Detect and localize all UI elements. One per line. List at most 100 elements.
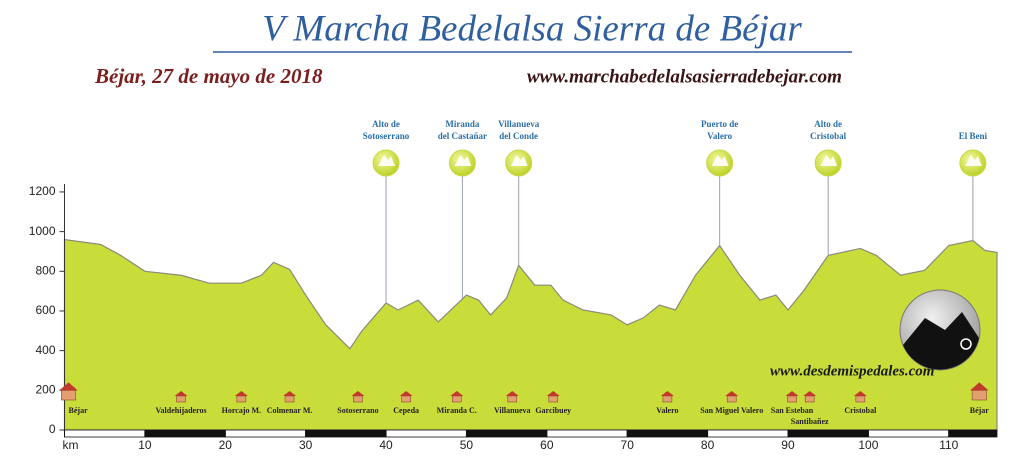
town-icon xyxy=(725,391,739,403)
x-tick-label: 30 xyxy=(299,438,313,452)
town-label: Santibañez xyxy=(791,417,829,426)
town-label: Béjar xyxy=(970,406,990,415)
town-icon xyxy=(546,391,560,403)
x-axis-band xyxy=(64,429,146,438)
town-icon xyxy=(351,391,365,403)
peak-icon-mountain xyxy=(820,155,838,166)
town-label: Valdehijaderos xyxy=(156,406,207,415)
town-icon-wall xyxy=(353,395,363,403)
x-axis-band xyxy=(707,429,789,438)
x-tick-label: 60 xyxy=(540,438,554,452)
peak-icon-mountain xyxy=(378,155,396,166)
town-icon-roof xyxy=(234,391,248,396)
town-icon-wall xyxy=(662,395,673,403)
town-label: Miranda C. xyxy=(437,406,477,415)
y-tick-label: 600 xyxy=(35,303,55,317)
y-tick-label: 200 xyxy=(35,382,55,396)
peak-icon-mountain xyxy=(964,155,982,166)
subtitle: Béjar, 27 de mayo de 2018 xyxy=(94,64,323,88)
x-axis-band xyxy=(948,429,998,438)
y-tick-label: 0 xyxy=(49,422,56,436)
town-icon-roof xyxy=(970,382,989,391)
town-icon-roof xyxy=(450,391,464,396)
peak-label: Valero xyxy=(707,131,733,141)
town-icon-wall xyxy=(507,395,518,403)
peak-icon-mountain xyxy=(510,155,528,166)
credit: www.desdemispedales.com xyxy=(770,363,934,379)
town-label: Cepeda xyxy=(393,406,419,415)
y-tick-label: 800 xyxy=(35,263,55,277)
town-icon-wall xyxy=(855,395,866,403)
peak-label: Puerto de xyxy=(701,119,738,129)
town-icon-wall xyxy=(61,390,77,401)
elevation-area xyxy=(63,238,998,431)
town-icon-roof xyxy=(785,391,799,396)
peak-label: Alto de xyxy=(372,119,400,129)
town-icon-roof xyxy=(725,391,739,396)
x-tick-label: 50 xyxy=(460,438,474,452)
town-label: Villanueva xyxy=(494,406,531,415)
town-icon-roof xyxy=(351,391,365,396)
town-icon xyxy=(505,391,519,403)
town-icon-roof xyxy=(660,391,674,396)
x-axis-band xyxy=(144,429,226,438)
peak-icon-mountain xyxy=(454,155,472,166)
peak-icon-mountain xyxy=(711,155,729,166)
peak-label: Villanueva xyxy=(498,119,540,129)
y-tick-label: 400 xyxy=(35,343,55,357)
x-axis-band xyxy=(626,429,709,438)
town-icon xyxy=(59,382,78,401)
town-label: Béjar xyxy=(69,406,89,415)
town-icon-roof xyxy=(546,391,560,396)
town-icon xyxy=(174,391,188,403)
town-icon xyxy=(970,382,989,401)
x-tick-label: 20 xyxy=(219,438,233,452)
website: www.marchabedelalsasierradebejar.com xyxy=(527,66,842,87)
peak-label: Alto de xyxy=(814,119,842,129)
x-axis-band xyxy=(305,429,387,438)
x-axis-band xyxy=(546,429,628,438)
x-tick-label: 110 xyxy=(939,438,958,452)
peak-label: Cristobal xyxy=(810,131,846,141)
x-tick-label: 70 xyxy=(621,438,635,452)
town-label: Sotoserrano xyxy=(337,406,378,415)
logo xyxy=(899,289,981,371)
town-icon xyxy=(853,391,867,403)
town-icon xyxy=(660,391,674,403)
town-icon xyxy=(234,391,248,403)
x-tick-label: 10 xyxy=(138,438,152,452)
town-icon-wall xyxy=(236,395,247,403)
town-label: Garcibuey xyxy=(535,406,571,415)
town-icon-wall xyxy=(726,395,737,403)
town-icon-wall xyxy=(804,395,815,403)
plot-area: 0 200 400 600 800 1000 1200 km 10 20 30 40 50 60 70 80 9… xyxy=(29,119,998,452)
town-icon-wall xyxy=(787,395,797,403)
town-icon xyxy=(785,391,799,403)
x-axis-band xyxy=(466,429,548,438)
town-icon-wall xyxy=(401,395,411,403)
town-icon-wall xyxy=(548,395,559,403)
town-icon-roof xyxy=(283,391,297,396)
town-label: Colmenar M. xyxy=(267,406,313,415)
town-label: San Miguel Valero xyxy=(700,406,763,415)
y-tick-label: 1000 xyxy=(29,224,56,238)
town-icon-roof xyxy=(174,391,188,396)
peak-label: Sotoserrano xyxy=(363,131,410,141)
x-tick-label: 90 xyxy=(781,438,795,452)
town-icon xyxy=(283,391,297,403)
town-icon-wall xyxy=(971,390,987,401)
town-icon xyxy=(399,391,413,403)
town-icon-roof xyxy=(853,391,867,396)
x-axis-band xyxy=(867,429,950,438)
x-tick-label: 40 xyxy=(379,438,393,452)
x-axis-band xyxy=(224,429,307,438)
x-tick-label: 80 xyxy=(701,438,715,452)
town-icon-roof xyxy=(803,391,817,396)
town-icon-wall xyxy=(284,395,295,403)
town-icon xyxy=(450,391,464,403)
town-icon-roof xyxy=(59,382,78,391)
x-axis-band xyxy=(385,429,467,438)
peak-label: del Conde xyxy=(499,131,538,141)
x-tick-label: 100 xyxy=(858,438,878,452)
